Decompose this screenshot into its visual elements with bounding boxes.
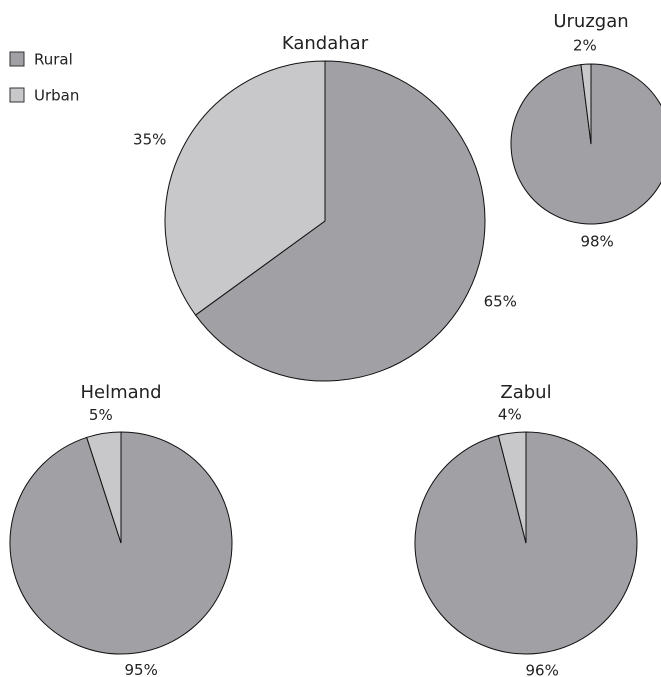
pie-title: Uruzgan	[553, 11, 628, 32]
pie-slice	[194, 60, 486, 382]
pie-slice	[164, 60, 326, 316]
pie-title: Kandahar	[282, 33, 369, 54]
legend-label: Urban	[34, 87, 79, 105]
pie-slice	[86, 431, 122, 544]
pie-label: 95%	[125, 661, 158, 677]
pie-label: 4%	[498, 406, 522, 424]
pie-label: 65%	[484, 292, 517, 310]
legend-swatch	[9, 87, 25, 103]
legend-label: Rural	[34, 51, 73, 69]
pie-title: Zabul	[500, 382, 551, 403]
legend-swatch	[9, 51, 25, 67]
pie-label: 96%	[525, 661, 558, 677]
pie-title: Helmand	[80, 382, 161, 403]
pie-slice	[497, 431, 527, 544]
pie-label: 2%	[573, 37, 597, 55]
pie-label: 5%	[89, 406, 113, 424]
pie-label: 35%	[133, 131, 166, 149]
pie-slice	[580, 63, 592, 145]
pie-slice	[510, 63, 661, 225]
pie-label: 98%	[580, 232, 613, 250]
